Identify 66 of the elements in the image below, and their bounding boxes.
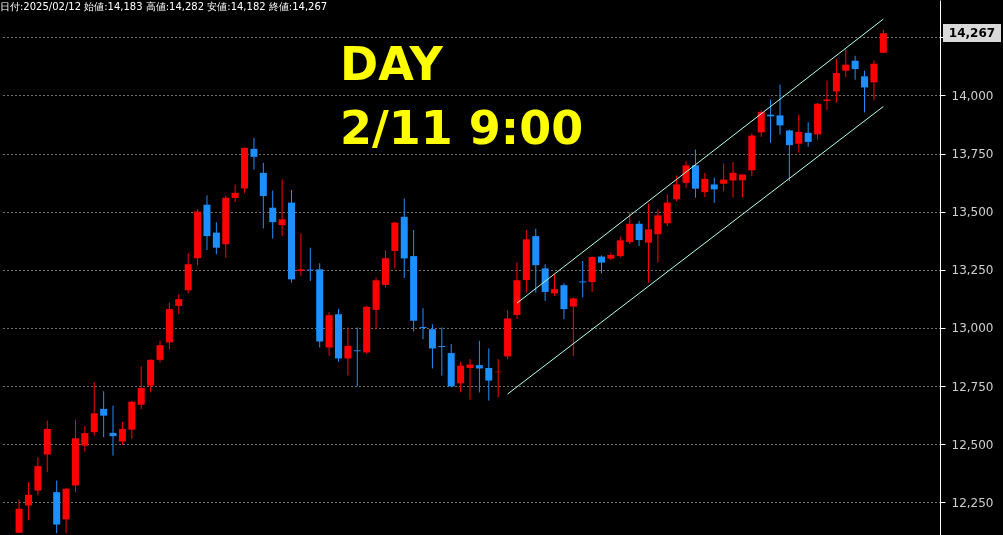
y-tick-label: 13,000 (951, 321, 994, 336)
candlestick (842, 48, 850, 78)
candlestick (720, 163, 728, 192)
candlestick (776, 84, 784, 135)
candlestick (870, 59, 878, 101)
y-tick-label: 13,250 (951, 263, 994, 278)
candlestick (579, 260, 587, 299)
candlestick (419, 307, 427, 340)
candlestick (156, 340, 164, 363)
annotation: 日付:2025/02/12 始値:14,183 高値:14,282 安値:14,182 終値:14,267 (0, 1, 328, 12)
candlestick (635, 220, 643, 247)
candlestick (485, 347, 493, 402)
y-tick-label: 12,250 (951, 495, 994, 510)
candlestick (344, 327, 352, 377)
annotation: 2/11 9:00 (340, 101, 584, 155)
y-tick-label: 12,500 (951, 437, 994, 452)
candlestick (616, 236, 624, 258)
y-tick-label: 12,750 (951, 379, 994, 394)
candlestick (90, 381, 98, 437)
candlestick (795, 114, 803, 154)
candlestick (738, 173, 746, 198)
candlestick (100, 390, 108, 438)
candlestick (560, 282, 568, 320)
annotation: DAY (340, 37, 444, 91)
candlestick (428, 323, 436, 369)
candlestick (457, 361, 465, 393)
candlestick (729, 161, 737, 198)
candlestick (701, 172, 709, 198)
candlestick (832, 58, 840, 104)
candlestick (626, 212, 634, 245)
candlestick (353, 327, 361, 387)
candlestick (278, 179, 286, 237)
candlestick (15, 498, 23, 534)
candlestick (644, 203, 652, 284)
candlestick (569, 297, 577, 357)
candlestick (269, 190, 277, 240)
candlestick (109, 405, 117, 457)
candlestick (861, 70, 869, 113)
candlestick (175, 293, 183, 315)
candlestick (663, 193, 671, 227)
candlestick (297, 232, 305, 277)
candlestick (475, 340, 483, 393)
candlestick (541, 263, 549, 302)
candlestick (466, 358, 474, 401)
candlestick (438, 327, 446, 377)
candlestick (804, 121, 812, 148)
candlestick (81, 425, 89, 452)
candlestick (710, 177, 718, 204)
candlestick (118, 421, 126, 446)
candlestick (682, 160, 690, 189)
candlestick (673, 174, 681, 202)
candlestick (250, 137, 258, 171)
candlestick (24, 481, 32, 521)
candlestick (259, 162, 267, 229)
candlestick (851, 55, 859, 81)
candlestick (654, 208, 662, 264)
y-tick-label: 13,500 (951, 205, 994, 220)
y-tick-label: 14,000 (951, 88, 994, 103)
y-tick-label: 13,750 (951, 147, 994, 162)
candlestick (691, 149, 699, 199)
candlestick (137, 365, 145, 410)
candlestick (785, 129, 793, 182)
candlestick (551, 273, 559, 297)
text: 14,267 (948, 26, 996, 40)
candlestick (757, 109, 765, 138)
candlestick (212, 221, 220, 255)
